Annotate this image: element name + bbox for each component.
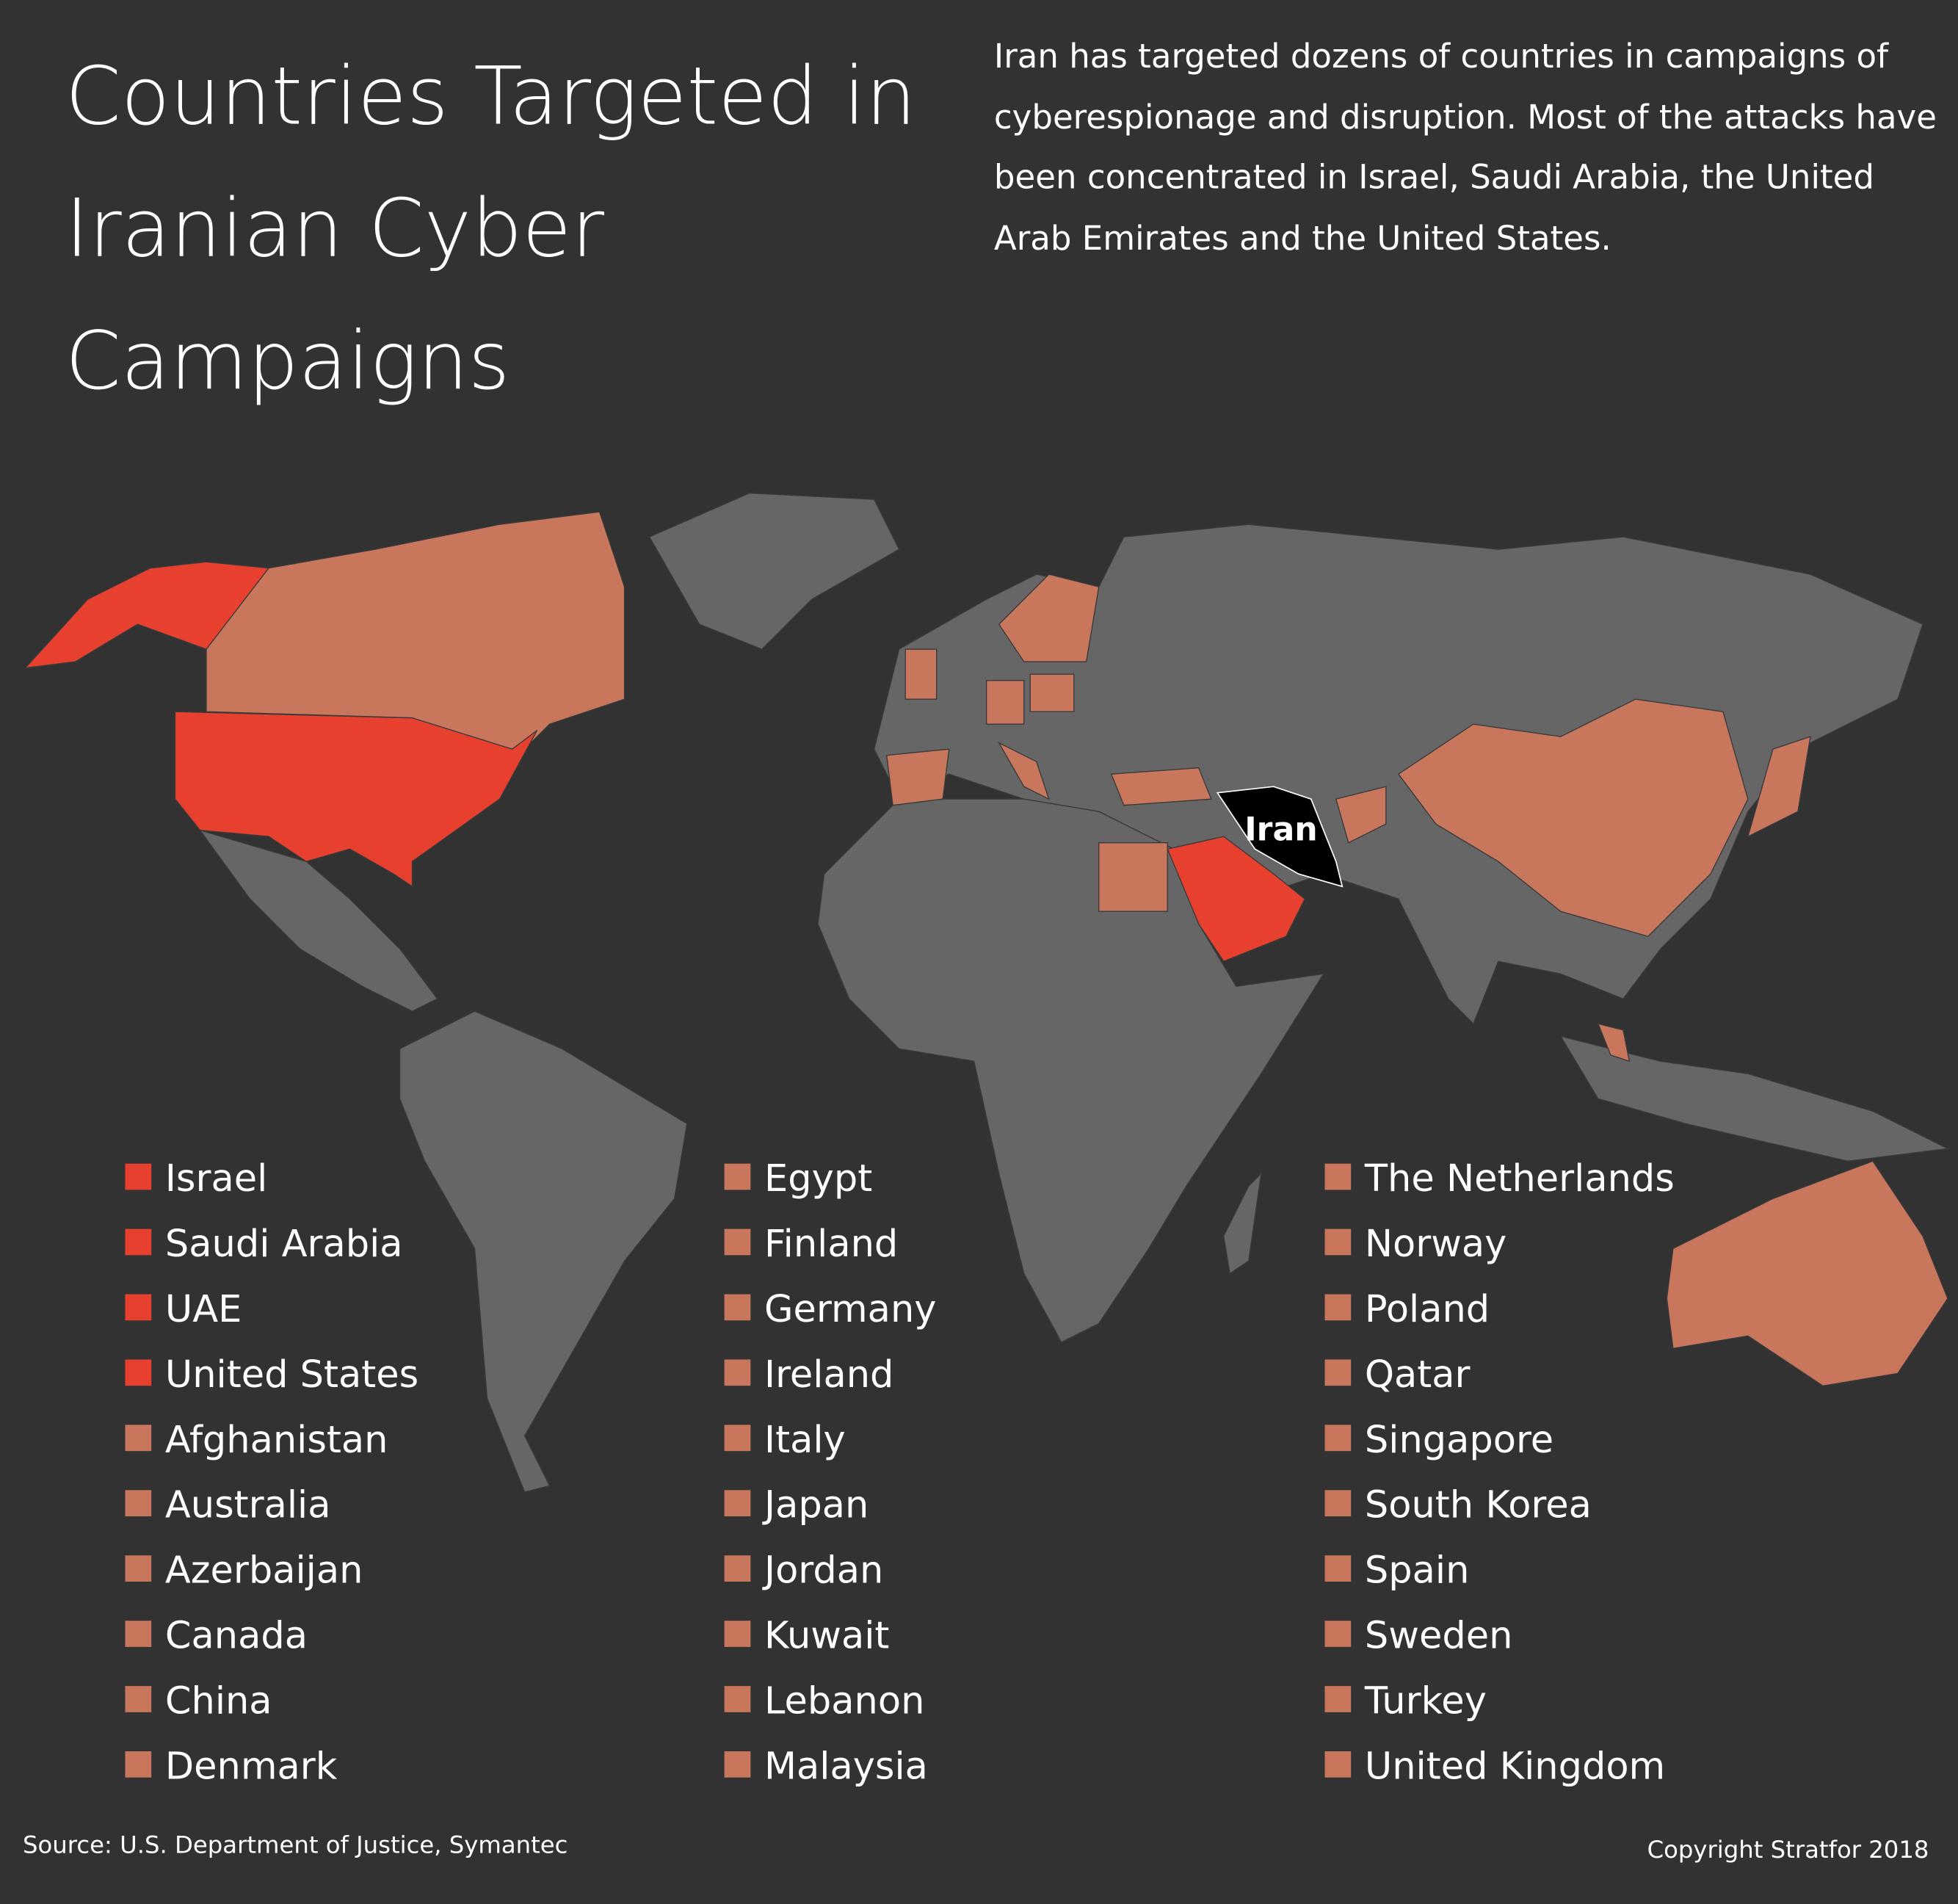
legend-label: Singapore: [1365, 1419, 1553, 1462]
legend-swatch: [1324, 1228, 1352, 1256]
legend-swatch: [125, 1359, 152, 1386]
legend-swatch: [1324, 1425, 1352, 1452]
legend-label: The Netherlands: [1364, 1157, 1675, 1201]
legend-swatch: [125, 1621, 152, 1647]
legend-label: Saudi Arabia: [165, 1223, 403, 1266]
legend-swatch: [1324, 1359, 1352, 1386]
legend-label: Canada: [165, 1615, 308, 1658]
legend-swatch: [125, 1490, 152, 1517]
legend-label: Afghanistan: [165, 1419, 388, 1462]
legend-swatch: [724, 1490, 751, 1517]
legend-label: Norway: [1365, 1223, 1506, 1266]
description: Iran has targeted dozens of countries in…: [993, 37, 1937, 258]
legend-label: Jordan: [762, 1549, 883, 1593]
legend-swatch: [125, 1555, 152, 1582]
legend-swatch: [125, 1228, 152, 1256]
italy: [998, 742, 1050, 800]
legend-label: Finland: [764, 1223, 898, 1266]
japan: [1747, 736, 1811, 838]
legend-swatch: [724, 1751, 751, 1778]
legend-swatch: [1324, 1686, 1352, 1712]
china: [1397, 698, 1749, 938]
copyright: Copyright Stratfor 2018: [1647, 1836, 1929, 1864]
legend-swatch: [1324, 1294, 1352, 1321]
legend-label: Poland: [1365, 1288, 1490, 1331]
legend-label: Azerbaijan: [165, 1549, 363, 1593]
africa: [817, 798, 1325, 1343]
legend-label: Malaysia: [764, 1745, 928, 1788]
legend-label: Egypt: [764, 1157, 872, 1201]
legend-swatch: [1324, 1751, 1352, 1778]
map-label: Iran: [1244, 811, 1318, 848]
southeast-asia-islands: [1559, 1035, 1950, 1162]
legend-label: Turkey: [1364, 1680, 1487, 1723]
legend-swatch: [724, 1163, 751, 1190]
alaska: [23, 561, 270, 669]
source: Source: U.S. Department of Justice, Syma…: [23, 1831, 568, 1858]
legend-label: Sweden: [1365, 1615, 1513, 1658]
legend-label: Qatar: [1365, 1353, 1471, 1397]
title-box: Countries Targeted in Iranian Cyber Camp…: [65, 51, 916, 409]
legend-swatch: [125, 1425, 152, 1452]
title: Countries Targeted in Iranian Cyber Camp…: [65, 51, 916, 409]
saudi-arabia: [1167, 836, 1306, 963]
legend-swatch: [125, 1751, 152, 1778]
malaysia: [1597, 1023, 1631, 1063]
greenland: [648, 492, 900, 650]
legend-label: Germany: [764, 1288, 936, 1331]
spain: [885, 748, 950, 806]
south-america: [399, 1010, 688, 1493]
legend-label: UAE: [165, 1288, 242, 1331]
scandinavia: [998, 573, 1100, 662]
legend-swatch: [724, 1621, 751, 1647]
australia: [1666, 1160, 1948, 1387]
legend-swatch: [724, 1686, 751, 1712]
legend-label: Italy: [764, 1419, 846, 1462]
legend-label: Kuwait: [764, 1615, 889, 1658]
legend-label: South Korea: [1365, 1484, 1592, 1527]
legend-label: China: [165, 1680, 272, 1723]
legend-label: Ireland: [764, 1353, 893, 1397]
legend-label: Lebanon: [764, 1680, 924, 1723]
legend-label: Israel: [165, 1157, 267, 1201]
description-box: Iran has targeted dozens of countries in…: [993, 37, 1937, 258]
legend-swatch: [125, 1294, 152, 1321]
legend-swatch: [724, 1359, 751, 1386]
germany: [986, 679, 1025, 725]
afghanistan: [1335, 786, 1387, 844]
legend-label: Japan: [762, 1484, 869, 1527]
legend-swatch: [724, 1228, 751, 1256]
united-states: [174, 711, 538, 888]
legend-label: Spain: [1365, 1549, 1470, 1593]
legend-swatch: [125, 1163, 152, 1190]
legend-label: United States: [165, 1353, 418, 1397]
egypt: [1098, 842, 1168, 912]
iran: [1216, 786, 1344, 888]
madagascar: [1223, 1172, 1262, 1275]
turkey: [1110, 767, 1212, 806]
legend-label: Australia: [165, 1484, 331, 1527]
poland: [1029, 673, 1075, 712]
legend-swatch: [724, 1425, 751, 1452]
legend-swatch: [1324, 1555, 1352, 1582]
legend-swatch: [1324, 1490, 1352, 1517]
legend-swatch: [1324, 1621, 1352, 1647]
central-america: [198, 829, 438, 1013]
world-map: Iran: [23, 492, 1950, 1493]
legend-label: Denmark: [165, 1745, 338, 1788]
legend-swatch: [724, 1294, 751, 1321]
legend-swatch: [125, 1686, 152, 1712]
legend-label: United Kingdom: [1365, 1745, 1665, 1788]
legend-swatch: [1324, 1163, 1352, 1190]
legend-swatch: [724, 1555, 751, 1582]
united-kingdom: [904, 648, 938, 700]
legend: Israel Saudi Arabia UAE United States Afghan…: [125, 1157, 1675, 1788]
